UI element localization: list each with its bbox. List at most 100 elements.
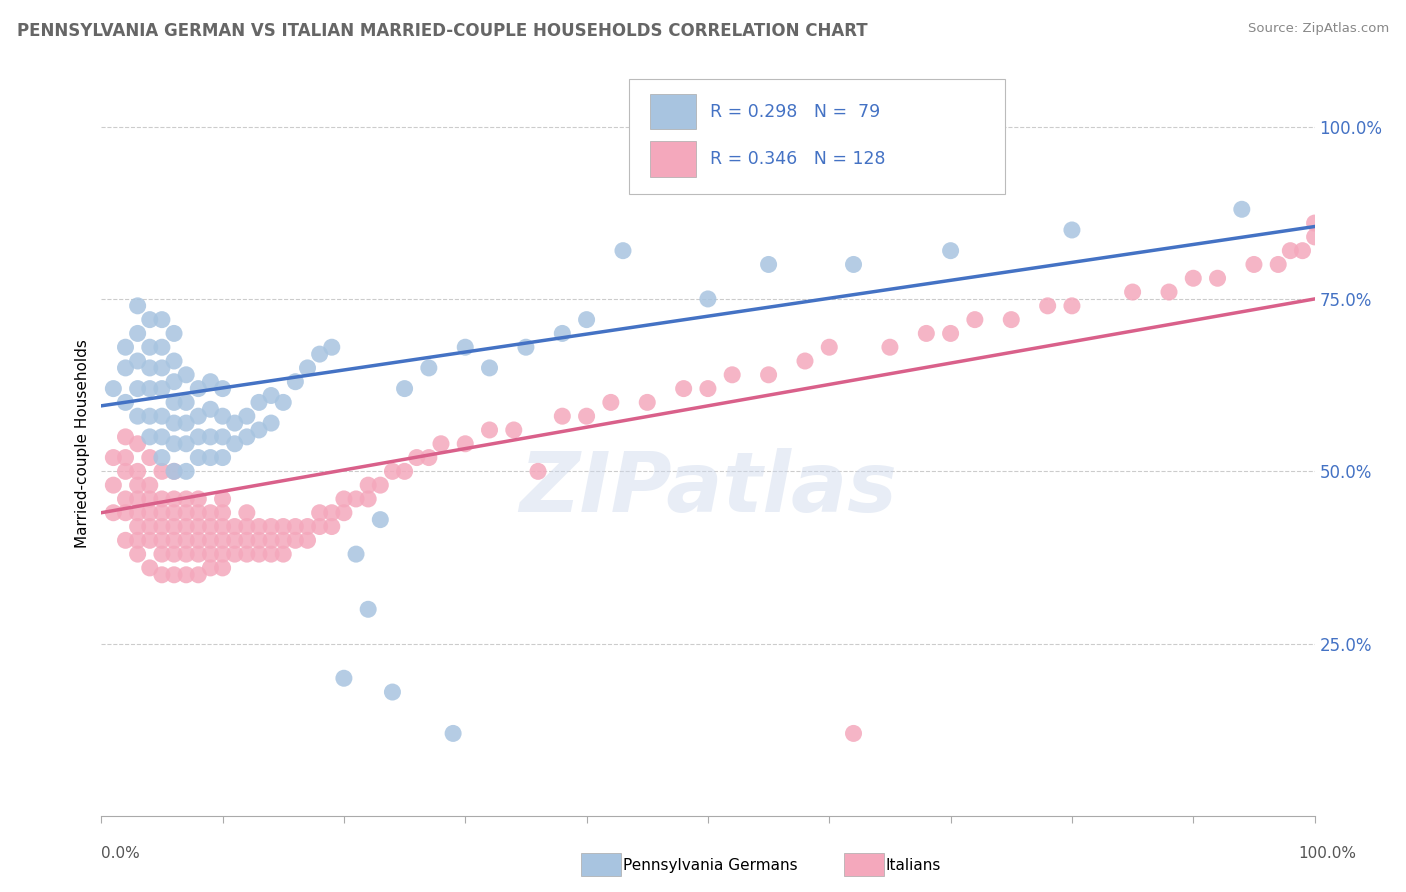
- Bar: [650, 141, 696, 178]
- Point: [260, 416, 283, 430]
- Point: [187, 409, 209, 424]
- Point: [1122, 285, 1144, 299]
- Point: [174, 547, 197, 561]
- Point: [236, 506, 259, 520]
- Point: [368, 478, 391, 492]
- Point: [200, 430, 222, 444]
- Point: [150, 567, 173, 582]
- Point: [187, 382, 209, 396]
- Point: [163, 533, 186, 548]
- Point: [150, 533, 173, 548]
- Point: [163, 464, 186, 478]
- Point: [139, 533, 162, 548]
- Text: ZIPatlas: ZIPatlas: [519, 448, 897, 529]
- Point: [200, 561, 222, 575]
- Point: [139, 491, 162, 506]
- Point: [127, 382, 149, 396]
- Point: [1303, 230, 1326, 244]
- Point: [114, 340, 136, 354]
- Point: [697, 292, 720, 306]
- Point: [139, 312, 162, 326]
- Point: [163, 506, 186, 520]
- Point: [163, 519, 186, 533]
- Point: [297, 533, 319, 548]
- Point: [174, 519, 197, 533]
- Point: [127, 519, 149, 533]
- Text: Italians: Italians: [886, 858, 941, 872]
- Point: [163, 436, 186, 450]
- Point: [394, 464, 416, 478]
- Point: [211, 519, 233, 533]
- Point: [163, 547, 186, 561]
- Point: [308, 347, 330, 361]
- Point: [1279, 244, 1302, 258]
- Point: [612, 244, 634, 258]
- Point: [114, 533, 136, 548]
- Point: [150, 409, 173, 424]
- Point: [150, 312, 173, 326]
- Point: [247, 519, 270, 533]
- Point: [114, 464, 136, 478]
- Point: [333, 491, 356, 506]
- Point: [236, 533, 259, 548]
- Point: [211, 561, 233, 575]
- Point: [174, 491, 197, 506]
- Point: [150, 547, 173, 561]
- Point: [260, 533, 283, 548]
- Point: [247, 395, 270, 409]
- Point: [418, 450, 440, 465]
- Point: [478, 423, 501, 437]
- Point: [139, 360, 162, 375]
- Point: [139, 382, 162, 396]
- Point: [308, 506, 330, 520]
- Point: [211, 547, 233, 561]
- Point: [150, 382, 173, 396]
- Point: [163, 464, 186, 478]
- Point: [139, 409, 162, 424]
- Point: [200, 450, 222, 465]
- Point: [321, 506, 343, 520]
- Point: [127, 299, 149, 313]
- Point: [127, 491, 149, 506]
- Point: [127, 506, 149, 520]
- Point: [794, 354, 817, 368]
- Point: [418, 360, 440, 375]
- Point: [1060, 223, 1083, 237]
- Point: [271, 395, 294, 409]
- Point: [430, 436, 453, 450]
- Point: [127, 464, 149, 478]
- Point: [368, 513, 391, 527]
- Point: [260, 547, 283, 561]
- Point: [150, 506, 173, 520]
- Point: [271, 533, 294, 548]
- Point: [187, 506, 209, 520]
- Point: [114, 360, 136, 375]
- Point: [915, 326, 938, 341]
- Text: Pennsylvania Germans: Pennsylvania Germans: [623, 858, 797, 872]
- Point: [150, 519, 173, 533]
- Point: [114, 506, 136, 520]
- Point: [187, 567, 209, 582]
- FancyBboxPatch shape: [628, 78, 1005, 194]
- Point: [963, 312, 986, 326]
- Point: [575, 312, 598, 326]
- Point: [163, 491, 186, 506]
- Point: [139, 450, 162, 465]
- Point: [187, 519, 209, 533]
- Point: [163, 416, 186, 430]
- Point: [127, 547, 149, 561]
- Point: [842, 726, 865, 740]
- Point: [1157, 285, 1180, 299]
- Point: [344, 491, 367, 506]
- Point: [174, 567, 197, 582]
- Point: [405, 450, 427, 465]
- Point: [127, 326, 149, 341]
- Point: [939, 326, 962, 341]
- Point: [200, 519, 222, 533]
- Point: [599, 395, 621, 409]
- Point: [575, 409, 598, 424]
- Point: [163, 354, 186, 368]
- Point: [127, 478, 149, 492]
- Point: [1206, 271, 1229, 285]
- Point: [357, 491, 380, 506]
